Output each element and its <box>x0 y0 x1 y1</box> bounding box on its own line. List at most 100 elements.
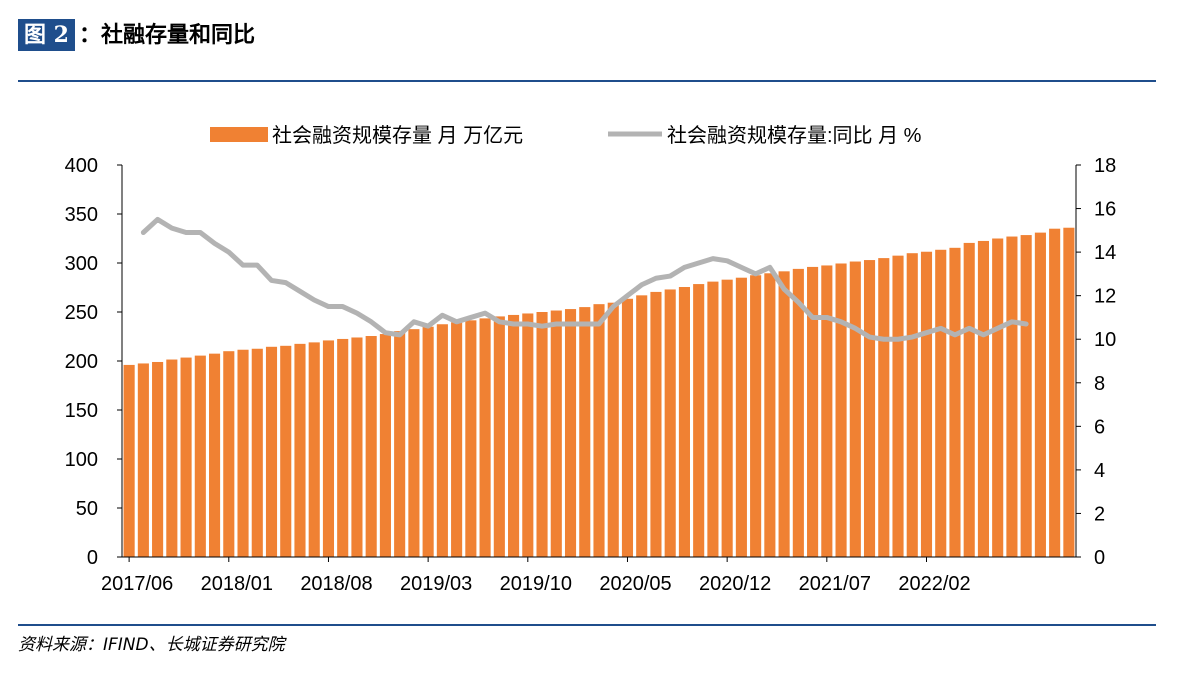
bar <box>508 314 520 557</box>
bar <box>223 351 235 557</box>
bar <box>322 340 335 557</box>
right-tick-label: 14 <box>1094 242 1116 264</box>
right-tick-label: 4 <box>1094 460 1105 482</box>
bar <box>821 265 833 557</box>
bar <box>764 273 776 557</box>
bar <box>251 348 263 557</box>
left-tick-label: 300 <box>65 253 98 275</box>
bar <box>408 329 420 557</box>
bar <box>422 326 434 557</box>
bar <box>750 275 762 557</box>
bar <box>693 284 705 557</box>
left-tick-label: 150 <box>65 400 98 422</box>
figure-title: ：社融存量和同比 <box>78 22 255 48</box>
bar <box>664 289 676 557</box>
bar <box>579 307 591 557</box>
x-tick-label: 2017/06 <box>101 573 173 595</box>
legend-bar-swatch <box>210 127 268 142</box>
bar <box>451 322 463 557</box>
x-tick-label: 2022/02 <box>898 573 970 595</box>
bar <box>166 359 178 557</box>
x-tick-label: 2019/03 <box>400 573 472 595</box>
bar <box>835 263 847 557</box>
bar <box>479 318 491 557</box>
figure-tag: 图 2 <box>18 19 75 51</box>
bar <box>992 238 1004 557</box>
bar <box>906 253 918 557</box>
bar <box>607 302 619 557</box>
bar <box>1020 235 1032 557</box>
bar <box>536 312 548 557</box>
right-tick-label: 0 <box>1094 547 1105 569</box>
left-tick-label: 0 <box>87 547 98 569</box>
x-tick-label: 2020/05 <box>599 573 671 595</box>
legend-line-label: 社会融资规模存量:同比 月 % <box>667 124 922 147</box>
figure-header: 图 2 ：社融存量和同比 <box>18 18 255 52</box>
bar <box>977 240 989 557</box>
bar <box>280 345 292 557</box>
left-tick-label: 350 <box>65 204 98 226</box>
bar <box>152 361 164 557</box>
bar <box>1006 236 1018 558</box>
bar <box>137 363 149 557</box>
right-tick-label: 8 <box>1094 373 1105 395</box>
x-tick-label: 2021/07 <box>799 573 871 595</box>
axes: 0 50 100 150 200 250 300 350 400 0 2 4 6 8 10 12 14 16 18 2… <box>65 155 1117 595</box>
source-note: 资料来源：IFIND、长城证券研究院 <box>18 635 285 655</box>
bar <box>294 343 306 557</box>
left-tick-label: 100 <box>65 449 98 471</box>
x-tick-label: 2018/01 <box>201 573 273 595</box>
right-tick-label: 6 <box>1094 416 1105 438</box>
bar <box>465 320 477 557</box>
bar <box>807 266 819 557</box>
bar <box>436 324 448 557</box>
bar <box>194 355 206 557</box>
left-tick-label: 250 <box>65 302 98 324</box>
bar <box>935 249 947 557</box>
left-tick-label: 400 <box>65 155 98 177</box>
bar <box>735 277 747 557</box>
legend-bar-label: 社会融资规模存量 月 万亿元 <box>272 124 523 147</box>
bar <box>707 281 719 557</box>
bar <box>379 334 391 557</box>
bar <box>721 279 733 557</box>
right-tick-label: 16 <box>1094 199 1116 221</box>
bar <box>878 258 890 557</box>
right-tick-label: 2 <box>1094 503 1105 525</box>
bar <box>493 316 505 557</box>
bar-series <box>123 227 1075 558</box>
bar <box>308 342 320 557</box>
yoy-line <box>140 216 1029 342</box>
bar <box>180 357 192 557</box>
x-tick-label: 2018/08 <box>300 573 372 595</box>
bar <box>863 260 876 557</box>
bar <box>123 364 135 557</box>
right-tick-label: 12 <box>1094 286 1116 308</box>
right-tick-label: 18 <box>1094 155 1116 177</box>
bar <box>351 337 363 557</box>
bar <box>636 295 648 557</box>
left-tick-label: 200 <box>65 351 98 373</box>
bar <box>949 247 961 557</box>
bar <box>963 242 975 557</box>
bar <box>678 287 690 557</box>
bar <box>892 255 904 557</box>
bar <box>1049 228 1061 557</box>
left-tick-label: 50 <box>76 498 98 520</box>
bar <box>237 349 249 557</box>
bar <box>650 291 662 557</box>
bar <box>1063 227 1075 557</box>
bar <box>209 353 221 557</box>
bar <box>365 336 377 557</box>
bar <box>1034 232 1046 557</box>
line-series-group <box>140 216 1029 342</box>
bar <box>593 304 605 557</box>
bottom-rule <box>18 624 1156 626</box>
x-tick-label: 2019/10 <box>500 573 572 595</box>
bar <box>337 338 349 557</box>
legend: 社会融资规模存量 月 万亿元 社会融资规模存量:同比 月 % <box>210 124 922 147</box>
bar <box>522 313 534 557</box>
bar <box>564 309 577 557</box>
top-rule <box>18 80 1156 82</box>
